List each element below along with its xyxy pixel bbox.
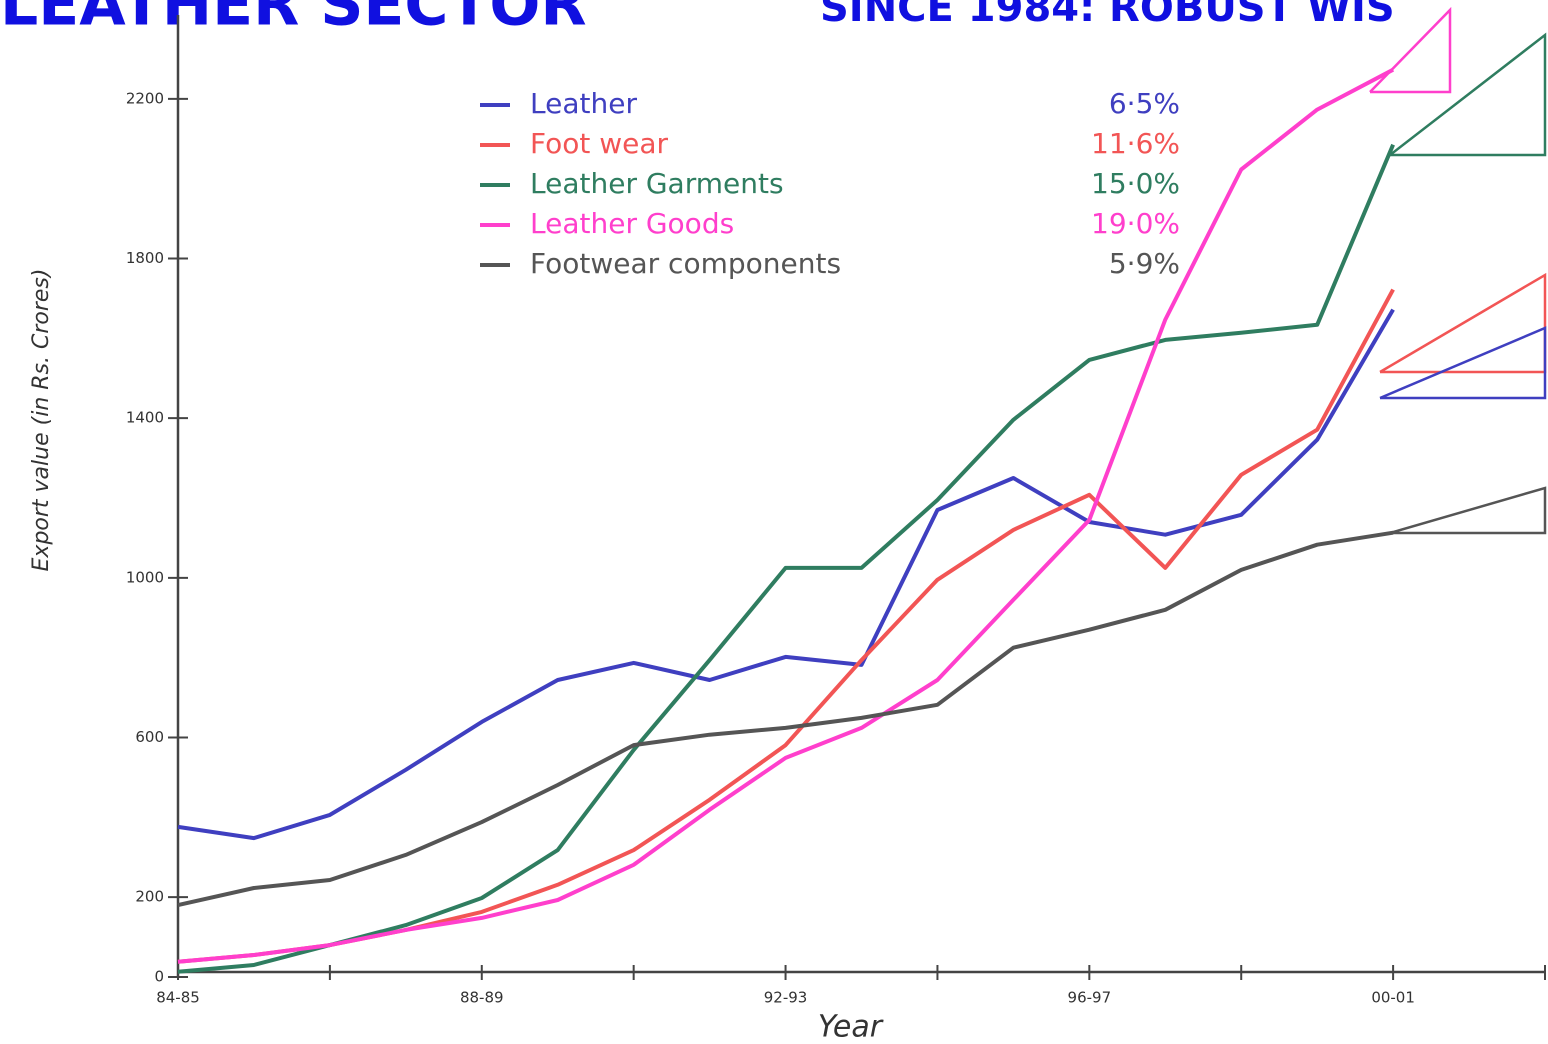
legend-growth: 19·0% (1091, 207, 1180, 240)
legend-growth: 5·9% (1109, 247, 1180, 280)
projection (1380, 328, 1545, 398)
x-axis-label: Year (818, 1010, 884, 1044)
legend-growth: 6·5% (1109, 87, 1180, 120)
y-tick-label: 200 (135, 888, 164, 906)
y-tick-label: 1400 (126, 409, 164, 427)
legend-growth: 11·6% (1091, 127, 1180, 160)
x-tick-label: 96-97 (1068, 989, 1112, 1007)
legend-label: Footwear components (530, 247, 841, 280)
y-tick-label: 600 (135, 728, 164, 746)
projection (1390, 35, 1545, 155)
projection (1380, 275, 1545, 372)
y-tick-label: 2200 (126, 89, 164, 107)
series-line (178, 70, 1393, 962)
legend-label: Leather (530, 87, 637, 120)
y-axis-label: Export value (in Rs. Crores) (29, 269, 54, 572)
x-tick-label: 88-89 (460, 989, 504, 1007)
chart-subtitle: SINCE 1984: ROBUST WIS (820, 0, 1395, 31)
series-line (178, 533, 1393, 905)
x-tick-label: 92-93 (764, 989, 808, 1007)
chart: LEATHER SECTOR SINCE 1984: ROBUST WIS Ex… (0, 0, 1548, 1044)
legend-label: Foot wear (530, 127, 669, 160)
page: LEATHER SECTOR SINCE 1984: ROBUST WIS Ex… (0, 0, 1548, 1044)
series-line (178, 290, 1393, 962)
y-tick-label: 1000 (126, 568, 164, 586)
y-tick-label: 1800 (126, 249, 164, 267)
projection (1390, 488, 1545, 533)
x-tick-label: 84-85 (156, 989, 200, 1007)
chart-title: LEATHER SECTOR (0, 0, 587, 40)
projection-triangles (1370, 10, 1545, 533)
x-tick-label: 00-01 (1371, 989, 1415, 1007)
legend-growth: 15·0% (1091, 167, 1180, 200)
y-tick-label: 0 (154, 968, 164, 986)
legend-label: Leather Garments (530, 167, 784, 200)
legend-label: Leather Goods (530, 207, 734, 240)
